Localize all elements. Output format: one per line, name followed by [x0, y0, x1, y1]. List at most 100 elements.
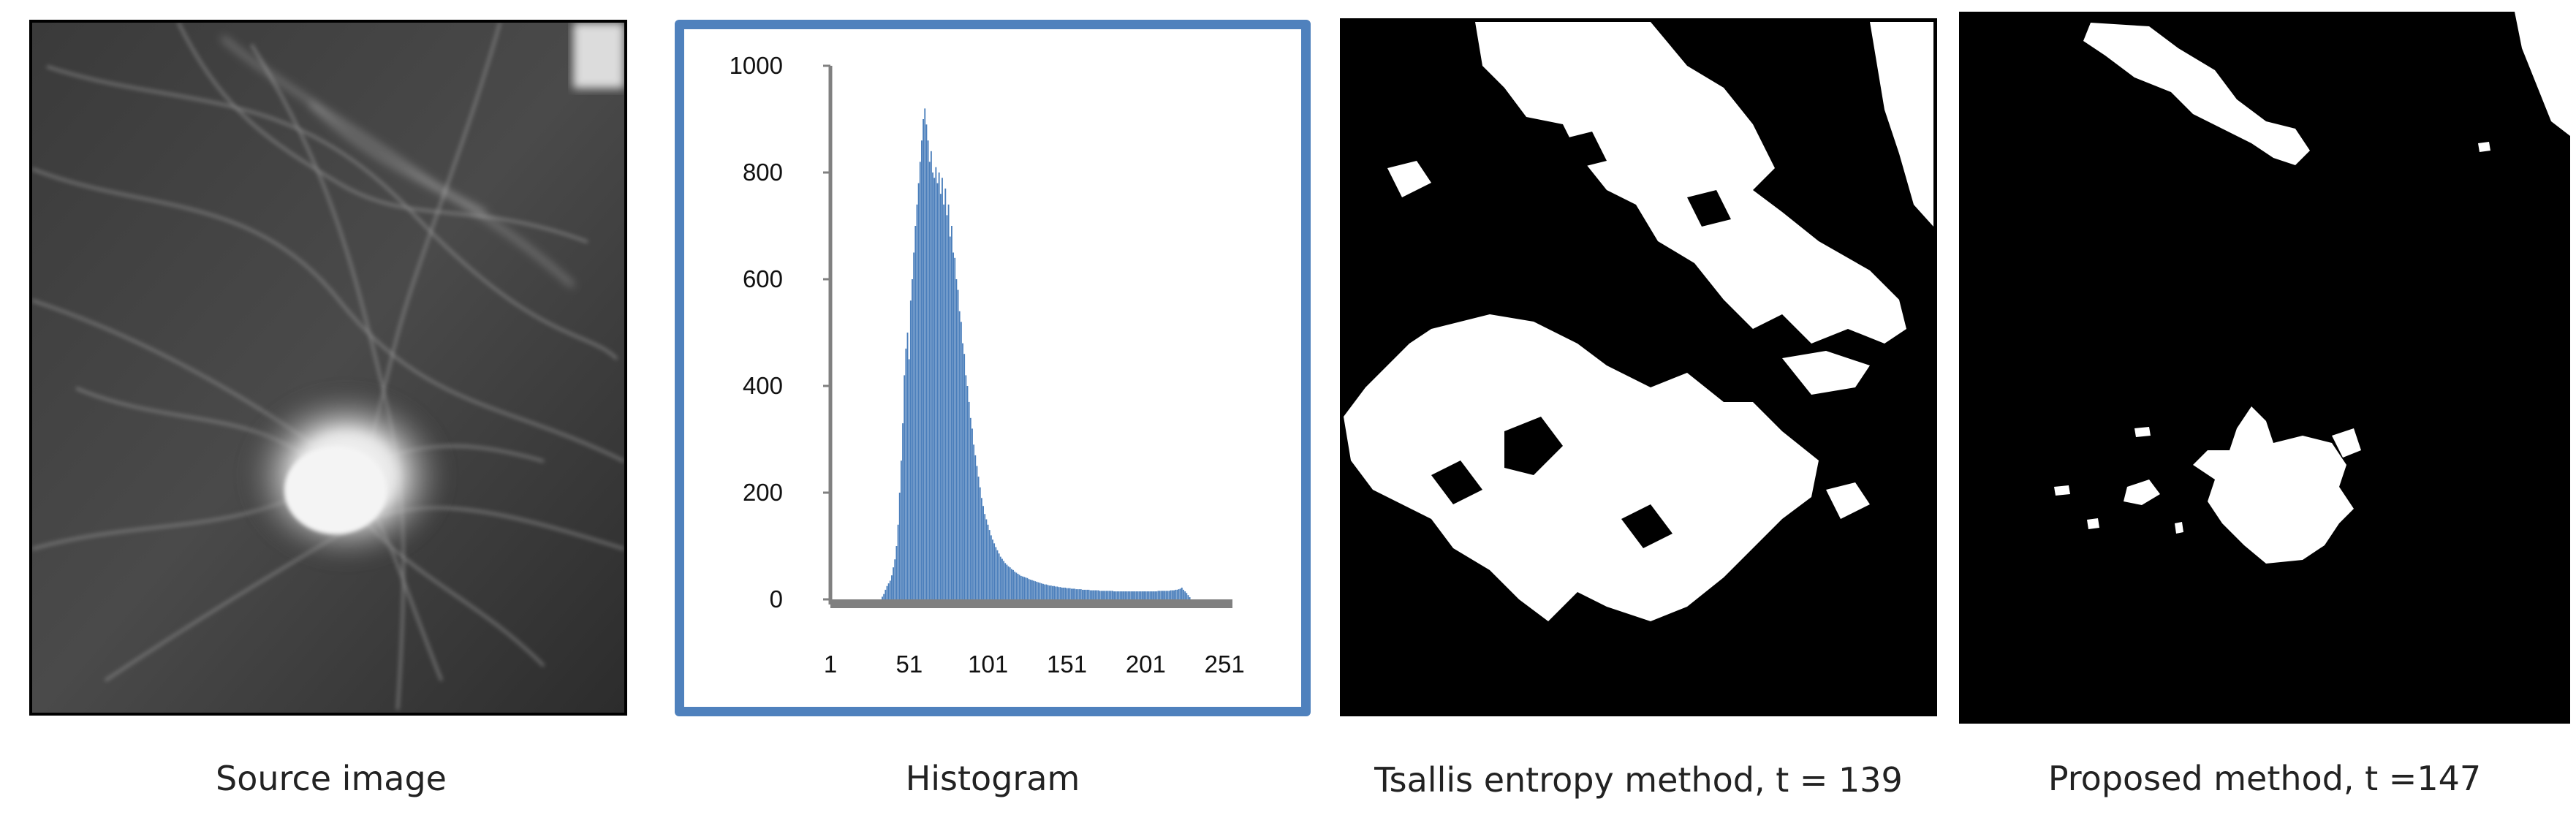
histogram-bar — [1006, 564, 1008, 599]
histogram-bar — [1001, 558, 1003, 599]
histogram-bar — [962, 343, 963, 599]
histogram-bar — [1069, 588, 1071, 599]
y-tick-label: 600 — [743, 265, 783, 292]
histogram-bar — [1029, 579, 1031, 599]
histogram-bar — [905, 348, 907, 599]
histogram-bar — [1175, 589, 1177, 599]
histogram-bar — [1070, 588, 1072, 599]
histogram-bar — [1077, 589, 1079, 599]
histogram-bar — [1091, 590, 1093, 599]
histogram-bar — [936, 183, 939, 600]
x-tick-label: 151 — [1047, 651, 1087, 678]
histogram-bar — [1105, 591, 1107, 599]
histogram-bar — [1181, 587, 1183, 599]
histogram-bar — [943, 204, 945, 599]
histogram-bar — [1063, 587, 1064, 599]
histogram-bar — [1007, 566, 1009, 599]
histogram-bar — [976, 466, 978, 599]
histogram-bar — [1187, 595, 1189, 599]
histogram-bar — [1134, 591, 1136, 599]
histogram-bar — [1118, 591, 1120, 599]
histogram-bar — [1154, 591, 1156, 599]
x-tick-label: 51 — [895, 651, 923, 678]
histogram-bar — [1170, 590, 1172, 599]
histogram-bar — [1100, 591, 1102, 599]
histogram-bar — [1072, 588, 1074, 599]
histogram-bar — [1037, 582, 1039, 599]
histogram-bar — [1159, 591, 1161, 599]
histogram-bar — [1023, 577, 1026, 599]
histogram-bar — [1112, 591, 1113, 599]
histogram-bar — [1135, 591, 1137, 599]
histogram-bar — [1099, 591, 1101, 599]
histogram-bar — [999, 556, 1001, 599]
histogram-bar — [1004, 563, 1007, 599]
histogram-bar — [1156, 591, 1158, 599]
histogram-bar — [969, 417, 971, 599]
histogram-bar — [1052, 585, 1053, 599]
histogram-bar — [1031, 580, 1033, 599]
histogram-bar — [1141, 591, 1143, 599]
histogram-bar — [1066, 588, 1068, 599]
histogram-bar — [1183, 589, 1184, 599]
histogram-bar — [1022, 576, 1023, 599]
histogram-bar — [897, 524, 899, 599]
histogram-bar — [1075, 589, 1077, 599]
histogram-bar — [1110, 591, 1112, 599]
histogram-bar — [1045, 584, 1048, 599]
histogram-bar — [921, 140, 923, 599]
histogram-bar — [1058, 587, 1060, 599]
histogram-panel: 0 200 400 600 800 1000 1 51 101 151 201 251 — [675, 20, 1311, 716]
histogram-bar — [1047, 585, 1049, 599]
x-tick-label: 201 — [1126, 651, 1166, 678]
histogram-bar — [1089, 590, 1091, 599]
histogram-bar — [946, 215, 948, 599]
histogram-bar — [1083, 589, 1086, 599]
histogram-bar — [1026, 577, 1028, 599]
histogram-bar — [1078, 589, 1080, 599]
x-tick-label: 101 — [968, 651, 1008, 678]
histogram-bar — [985, 519, 988, 599]
histogram-bar — [1061, 587, 1063, 599]
histogram-bar — [927, 140, 929, 599]
histogram-bar — [1059, 587, 1061, 599]
histogram-bar — [1003, 561, 1005, 599]
histogram-bar — [1153, 591, 1154, 599]
histogram-bar — [1149, 591, 1151, 599]
histogram-bar — [930, 151, 932, 600]
histogram-bar — [966, 386, 969, 599]
histogram-bar — [1067, 588, 1069, 599]
histogram-bar — [1151, 591, 1153, 599]
histogram-bar — [1140, 591, 1142, 599]
histogram-bar — [996, 550, 999, 599]
histogram-bar — [883, 594, 885, 599]
histogram-bar — [960, 322, 962, 599]
histogram-bar — [923, 119, 925, 599]
histogram-bar — [1010, 569, 1012, 599]
histogram-bar — [1178, 589, 1180, 599]
histogram-bar — [982, 506, 984, 599]
histogram-bar — [957, 289, 959, 599]
histogram-bar — [1121, 591, 1123, 599]
histogram-bar — [1173, 590, 1175, 599]
histogram-bar — [998, 553, 1000, 599]
histogram-bar — [979, 487, 981, 599]
histogram-bar — [1129, 591, 1131, 599]
y-tick-label: 400 — [743, 372, 783, 399]
histogram-bar — [993, 543, 996, 599]
histogram-bar — [906, 333, 909, 599]
histogram-bar — [1108, 591, 1110, 599]
histogram-bar — [912, 279, 913, 599]
histogram-bar — [1162, 591, 1164, 599]
histogram-bar — [1055, 586, 1057, 599]
histogram-bar — [1039, 583, 1041, 599]
histogram-bar — [971, 428, 973, 599]
histogram-bar — [917, 183, 920, 600]
histogram-bar — [1048, 585, 1050, 599]
histogram-bar — [1179, 588, 1181, 599]
histogram-bar — [1074, 588, 1076, 599]
histogram-bar — [1080, 589, 1082, 599]
histogram-bar — [1042, 583, 1044, 599]
histogram-bar — [1104, 591, 1106, 599]
histogram-bar — [886, 585, 888, 599]
